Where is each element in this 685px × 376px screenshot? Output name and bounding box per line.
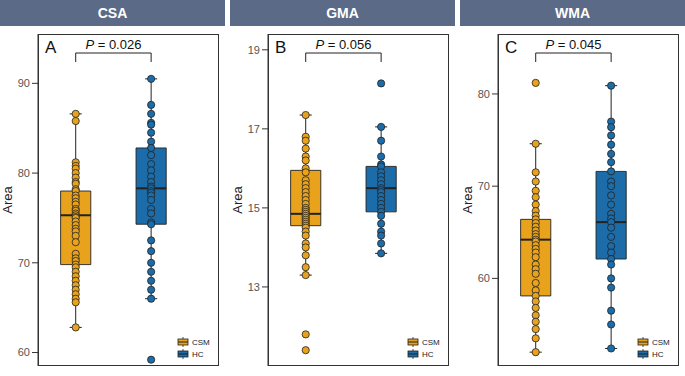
svg-text:P = 0.026: P = 0.026 <box>85 37 141 52</box>
html-text:CSA: CSA <box>97 5 128 21</box>
svg-text:60: 60 <box>478 272 490 284</box>
svg-text:Area: Area <box>460 186 475 214</box>
svg-text:17: 17 <box>248 123 260 135</box>
html-text:HC: HC <box>652 349 664 359</box>
html-text:B: B <box>275 38 287 57</box>
html-text:C: C <box>505 38 518 57</box>
svg-text:60: 60 <box>18 346 30 358</box>
svg-text:13: 13 <box>248 281 260 293</box>
svg-text:80: 80 <box>18 167 30 179</box>
svg-text:15: 15 <box>248 202 260 214</box>
svg-text:80: 80 <box>478 88 490 100</box>
svg-text:70: 70 <box>478 180 490 192</box>
html-text:CSM: CSM <box>652 337 670 347</box>
svg-text:19: 19 <box>248 44 260 56</box>
html-text:A: A <box>45 38 57 57</box>
html-text:HC: HC <box>192 349 204 359</box>
svg-text:P = 0.056: P = 0.056 <box>315 37 371 52</box>
svg-text:70: 70 <box>18 257 30 269</box>
svg-text:P = 0.045: P = 0.045 <box>545 37 601 52</box>
html-text:HC: HC <box>422 349 434 359</box>
html-text:WMA: WMA <box>555 5 590 21</box>
html-text:CSM: CSM <box>422 337 440 347</box>
svg-text:90: 90 <box>18 77 30 89</box>
html-text:GMA: GMA <box>326 5 359 21</box>
html-text:CSM: CSM <box>192 337 210 347</box>
svg-text:Area: Area <box>8 186 15 214</box>
svg-text:Area: Area <box>230 186 245 214</box>
